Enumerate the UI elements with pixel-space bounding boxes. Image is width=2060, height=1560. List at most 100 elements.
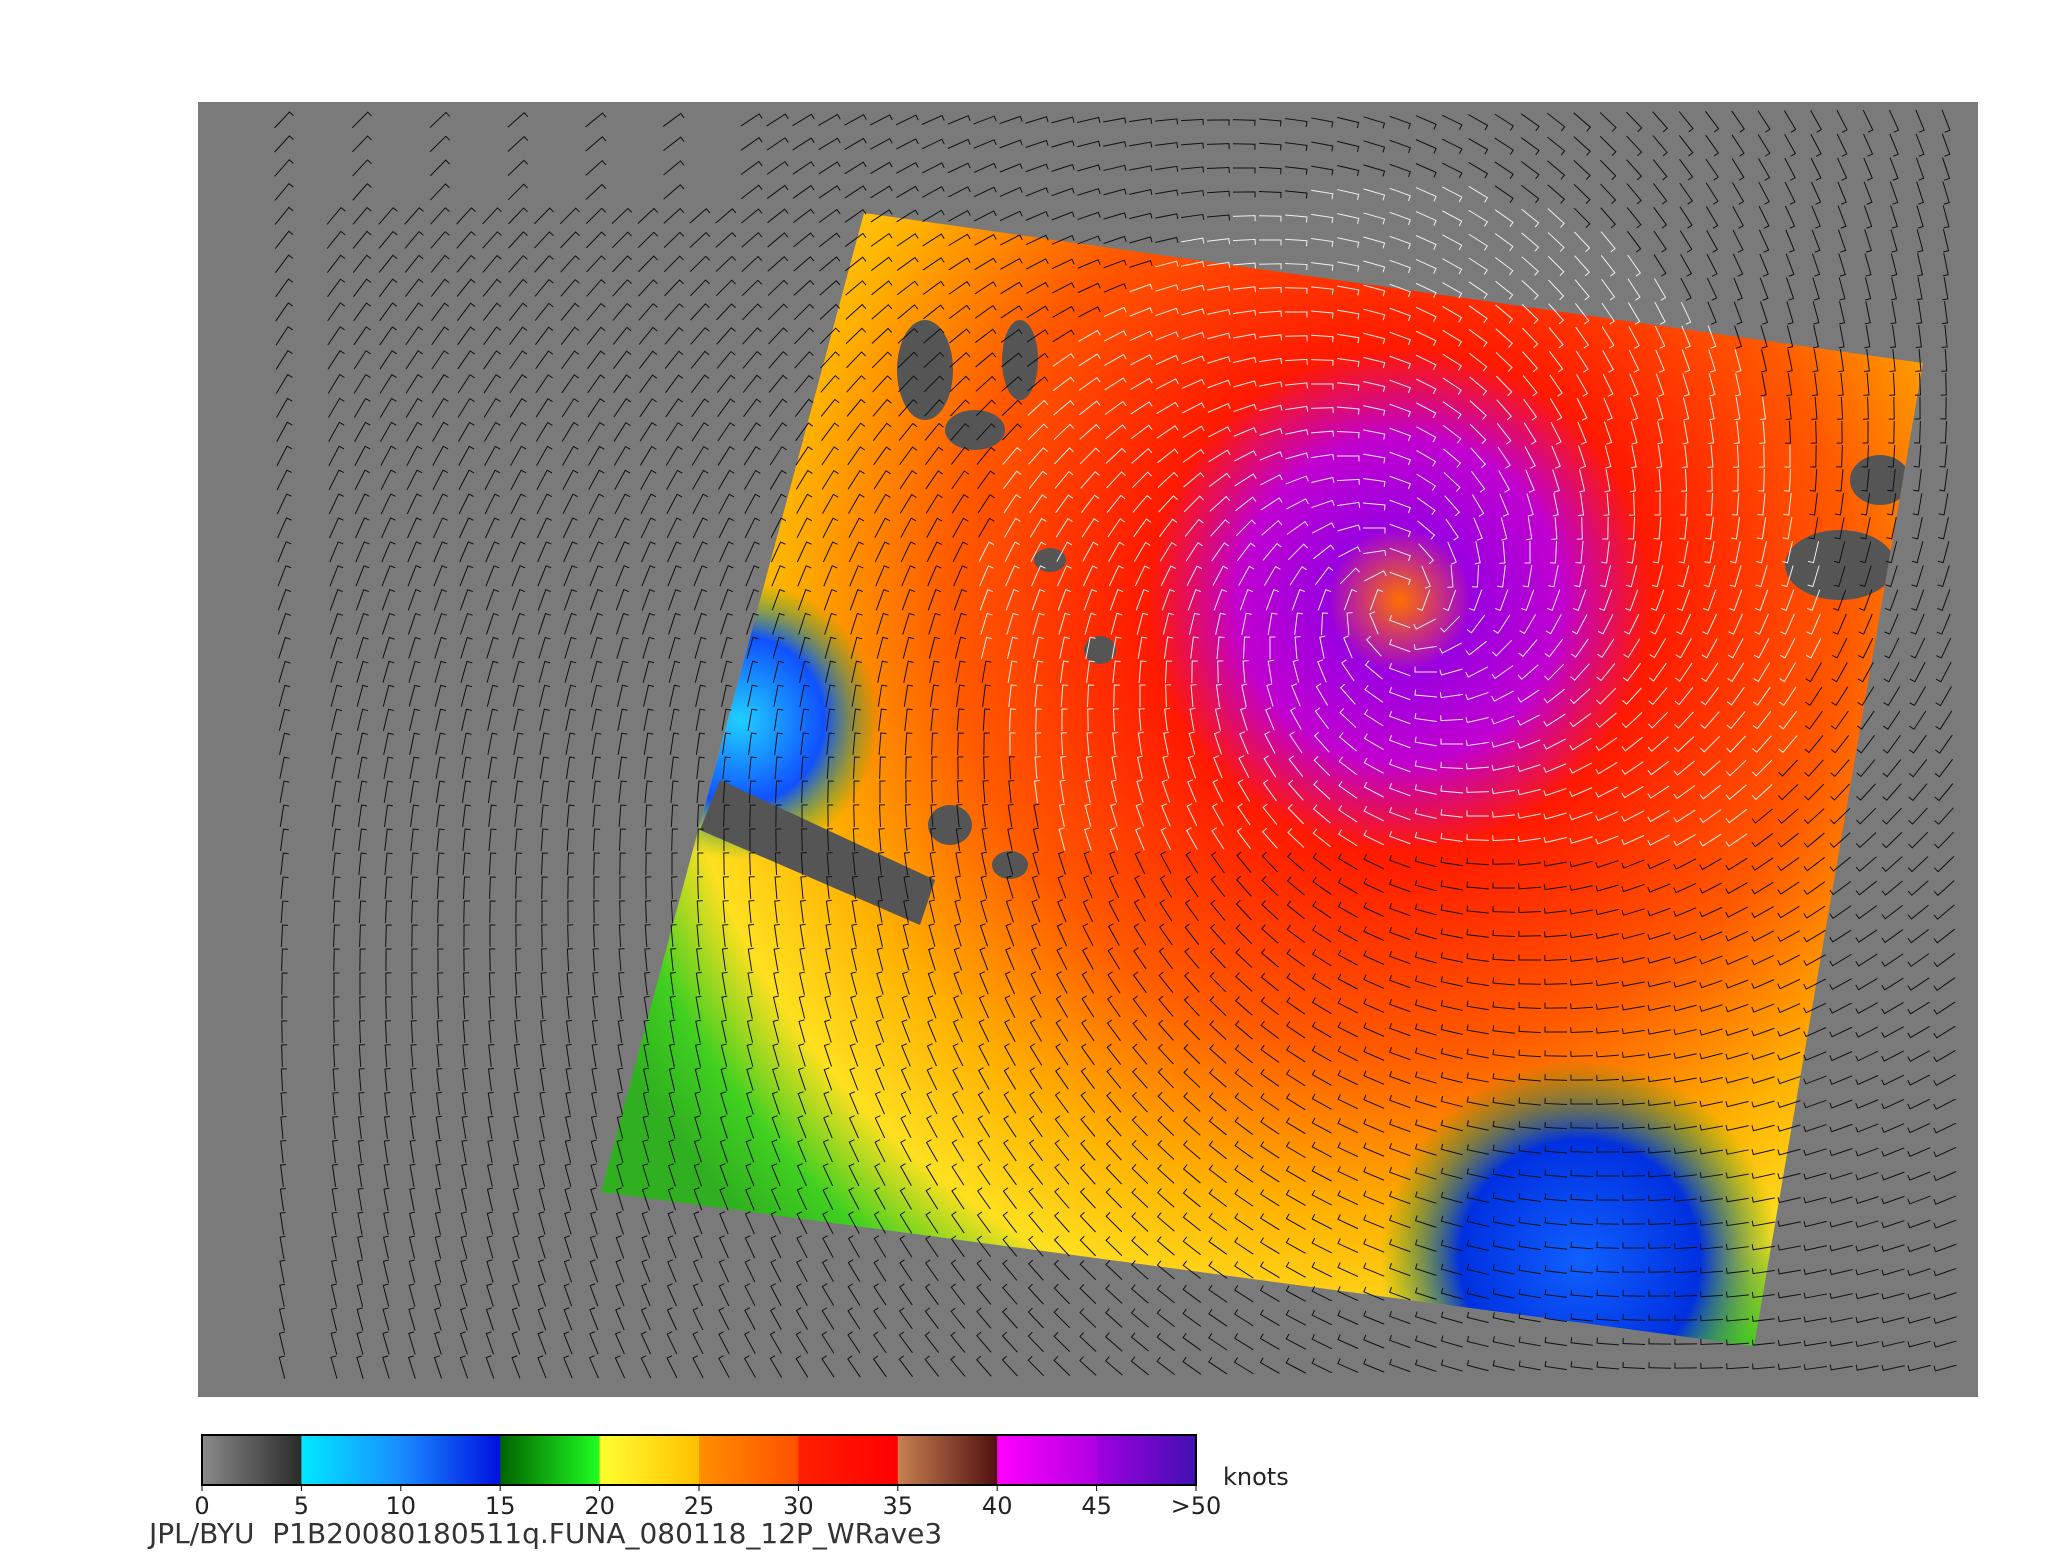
- wind-barb: [1838, 277, 1846, 301]
- wind-barb: [1939, 469, 1948, 492]
- wind-barb: [878, 708, 887, 731]
- wind-barb: [1758, 205, 1770, 229]
- wind-barb: [821, 446, 840, 466]
- wind-barb: [1234, 473, 1257, 487]
- wind-barb: [1261, 520, 1283, 536]
- wind-barb: [849, 1043, 859, 1067]
- wind-barb: [643, 708, 654, 731]
- wind-barb: [1601, 302, 1615, 325]
- wind-barb: [978, 541, 995, 563]
- wind-barb: [1053, 1259, 1070, 1281]
- wind-barb: [1907, 1243, 1931, 1253]
- wind-barb: [1294, 612, 1303, 635]
- wind-barb: [878, 804, 886, 828]
- wind-barb: [694, 636, 707, 659]
- wind-barb: [460, 1235, 468, 1259]
- wind-barb: [666, 1355, 678, 1379]
- wind-barb: [642, 660, 655, 683]
- wind-barb: [666, 493, 683, 514]
- wind-barb: [538, 1211, 546, 1235]
- wind-barb: [1084, 612, 1097, 635]
- wind-barb: [274, 206, 294, 225]
- wind-barb: [1311, 997, 1332, 1015]
- wind-barb: [353, 326, 372, 346]
- wind-barb: [689, 231, 711, 248]
- wind-barb: [923, 375, 945, 393]
- wind-barb: [957, 756, 964, 780]
- wind-barb: [1494, 209, 1514, 228]
- wind-barb: [1622, 687, 1642, 705]
- wind-barb: [692, 493, 709, 514]
- wind-barb: [1726, 1315, 1750, 1322]
- wind-barb: [460, 660, 473, 683]
- wind-barb: [585, 159, 607, 176]
- wind-barb: [437, 972, 444, 996]
- wind-barb: [1285, 1117, 1306, 1135]
- wind-barb: [588, 1355, 599, 1379]
- wind-barb: [1054, 1163, 1070, 1185]
- wind-barb: [1674, 1195, 1697, 1202]
- wind-barb: [1440, 832, 1463, 842]
- wind-barb: [719, 1139, 729, 1163]
- wind-barb: [951, 494, 969, 514]
- wind-barb: [792, 184, 815, 199]
- wind-barb: [1440, 1215, 1463, 1228]
- wind-barb: [430, 254, 450, 273]
- wind-barb: [359, 972, 366, 996]
- wind-barb: [952, 1019, 963, 1043]
- wind-barb: [723, 852, 730, 876]
- wind-barb: [904, 708, 913, 731]
- wind-barb: [1777, 1172, 1801, 1180]
- wind-barb: [749, 828, 756, 852]
- wind-barb: [592, 828, 601, 852]
- wind-barb: [1057, 899, 1067, 923]
- wind-barb: [1494, 113, 1514, 131]
- wind-barb: [1060, 755, 1067, 779]
- wind-barb: [1673, 834, 1696, 847]
- wind-barb: [1027, 376, 1049, 392]
- wind-barb: [793, 279, 815, 296]
- wind-barb: [641, 589, 656, 611]
- wind-barb: [1028, 1259, 1044, 1281]
- wind-barb: [1134, 875, 1146, 898]
- wind-barb: [1208, 1236, 1228, 1255]
- wind-barb: [279, 1211, 286, 1235]
- wind-barb: [1570, 1146, 1594, 1153]
- wind-barb: [822, 517, 839, 539]
- wind-barb: [1260, 996, 1280, 1016]
- wind-barb: [1232, 191, 1256, 198]
- wind-barb: [486, 1211, 494, 1235]
- wind-barb: [1414, 1047, 1437, 1060]
- wind-barb: [977, 470, 996, 490]
- wind-barb: [1731, 134, 1745, 157]
- wind-barb: [846, 351, 866, 369]
- wind-barb: [742, 327, 762, 345]
- wind-barb: [332, 828, 341, 851]
- wind-barb: [1518, 1192, 1541, 1202]
- wind-barb: [566, 1019, 573, 1043]
- wind-barb: [718, 1307, 730, 1331]
- wind-barb: [278, 684, 291, 707]
- wind-barb: [1129, 236, 1153, 244]
- wind-barb: [1337, 1358, 1359, 1373]
- wind-barb: [1937, 541, 1950, 564]
- wind-barb: [1310, 359, 1334, 366]
- wind-barb: [1182, 1140, 1201, 1160]
- wind-barb: [1518, 1360, 1541, 1371]
- wind-barb: [458, 421, 475, 442]
- wind-barb: [456, 278, 476, 297]
- wind-barb: [973, 210, 997, 222]
- wind-barb: [537, 1355, 547, 1379]
- wind-barb: [535, 350, 554, 370]
- wind-barb: [1182, 1188, 1201, 1208]
- wind-barb: [352, 183, 372, 201]
- wind-barb: [1570, 1193, 1594, 1202]
- wind-barb: [1234, 1164, 1254, 1183]
- wind-barb: [561, 398, 579, 418]
- wind-barb: [615, 1283, 625, 1307]
- wind-barb: [723, 828, 730, 852]
- wind-barb: [411, 972, 418, 996]
- wind-barb: [772, 1067, 780, 1091]
- wind-barb: [1414, 1095, 1437, 1108]
- wind-barb: [1389, 1358, 1411, 1373]
